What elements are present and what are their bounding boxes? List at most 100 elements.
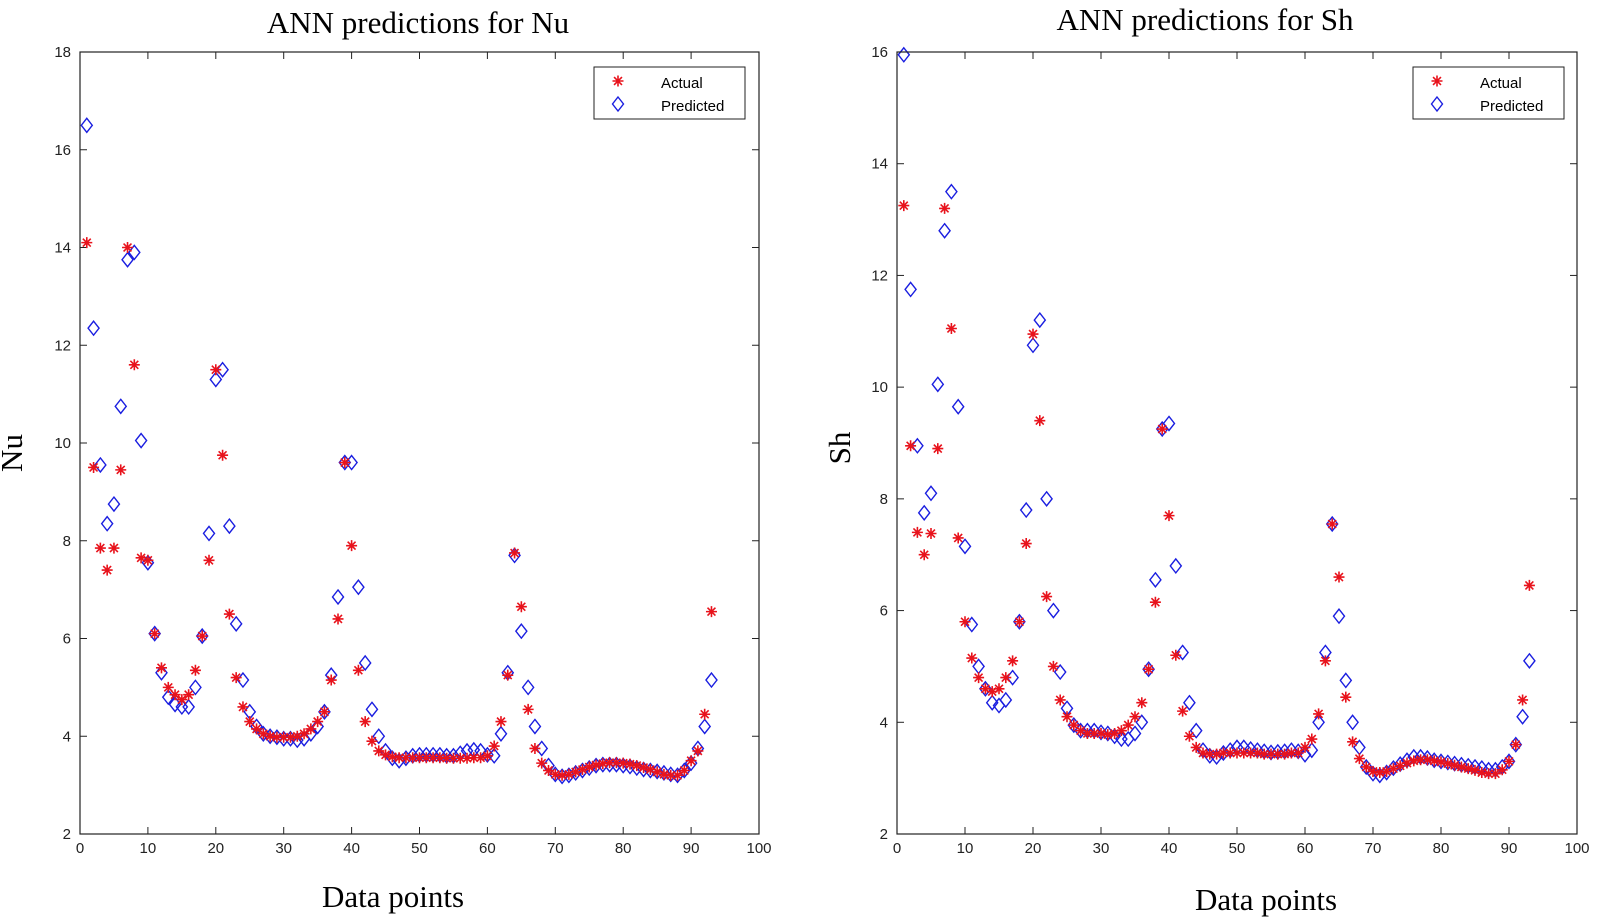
predicted-point bbox=[202, 525, 216, 542]
predicted-point bbox=[1162, 415, 1176, 432]
actual-point bbox=[1156, 423, 1168, 435]
predicted-point bbox=[1149, 571, 1162, 588]
actual-point bbox=[1258, 748, 1270, 760]
actual-point bbox=[979, 683, 991, 695]
predicted-point bbox=[945, 183, 958, 200]
actual-point bbox=[475, 752, 487, 764]
nu-chart: ANN predictions for Nu Data points Nu 0 1… bbox=[0, 5, 772, 914]
actual-point bbox=[427, 752, 439, 764]
actual-point bbox=[556, 769, 568, 781]
actual-point bbox=[1449, 759, 1461, 771]
actual-point bbox=[651, 766, 663, 778]
actual-point bbox=[1027, 328, 1039, 340]
actual-point bbox=[576, 763, 588, 775]
sh-chart-axes-box bbox=[896, 51, 1578, 835]
actual-point bbox=[1238, 747, 1250, 759]
predicted-point bbox=[372, 728, 386, 745]
actual-point bbox=[1245, 747, 1257, 759]
actual-point bbox=[1415, 754, 1427, 766]
actual-point bbox=[169, 689, 181, 701]
legend-predicted-diamond-marker bbox=[1430, 95, 1444, 113]
predicted-point bbox=[931, 376, 945, 393]
actual-point bbox=[966, 652, 978, 664]
actual-point bbox=[1462, 763, 1474, 775]
actual-point bbox=[502, 669, 514, 681]
y-tick-label: 6 bbox=[63, 631, 71, 648]
x-tick-label: 60 bbox=[479, 840, 496, 857]
actual-point bbox=[373, 745, 385, 757]
predicted-point bbox=[705, 671, 718, 689]
actual-point bbox=[898, 200, 910, 212]
actual-point bbox=[1129, 711, 1141, 723]
actual-point bbox=[94, 542, 106, 554]
predicted-point bbox=[318, 703, 331, 720]
actual-point bbox=[271, 731, 283, 743]
nu-legend-actual-label: Actual bbox=[661, 75, 703, 92]
actual-point bbox=[1347, 736, 1359, 748]
x-tick-label: 90 bbox=[1501, 840, 1518, 857]
actual-point bbox=[678, 764, 690, 776]
predicted-point bbox=[938, 222, 951, 239]
actual-point bbox=[563, 768, 575, 780]
actual-point bbox=[644, 763, 656, 775]
legend-actual-star-marker bbox=[612, 75, 624, 87]
predicted-point bbox=[979, 680, 992, 697]
predicted-point bbox=[897, 46, 911, 63]
actual-point bbox=[217, 449, 229, 461]
predicted-point bbox=[385, 750, 399, 767]
predicted-point bbox=[87, 320, 100, 337]
predicted-point bbox=[521, 679, 535, 696]
y-tick-label: 10 bbox=[871, 379, 888, 396]
x-tick-label: 90 bbox=[683, 840, 700, 857]
actual-point bbox=[699, 708, 711, 720]
y-tick-label: 12 bbox=[54, 337, 71, 354]
actual-point bbox=[597, 758, 609, 770]
actual-point bbox=[1231, 747, 1243, 759]
y-tick-label: 10 bbox=[54, 435, 71, 452]
predicted-point bbox=[1359, 758, 1373, 776]
actual-point bbox=[386, 751, 398, 763]
x-tick-label: 30 bbox=[1093, 840, 1110, 857]
actual-point bbox=[1102, 729, 1114, 741]
actual-point bbox=[237, 701, 249, 713]
nu-chart-axes-box bbox=[79, 51, 760, 835]
actual-point bbox=[414, 752, 425, 764]
actual-point bbox=[705, 606, 717, 618]
actual-point bbox=[1299, 741, 1311, 753]
x-tick-label: 60 bbox=[1297, 840, 1314, 857]
actual-point bbox=[590, 759, 602, 771]
y-tick-label: 6 bbox=[880, 603, 888, 620]
actual-point bbox=[1061, 711, 1073, 723]
actual-point bbox=[1217, 747, 1229, 759]
actual-point bbox=[925, 527, 937, 539]
predicted-point bbox=[93, 456, 107, 474]
y-tick-label: 4 bbox=[63, 728, 71, 745]
actual-point bbox=[128, 359, 140, 371]
predicted-point bbox=[1013, 613, 1026, 630]
actual-point bbox=[1211, 748, 1223, 760]
actual-point bbox=[400, 752, 412, 764]
actual-point bbox=[434, 752, 446, 764]
predicted-point bbox=[924, 485, 938, 502]
predicted-point bbox=[1183, 694, 1196, 711]
actual-point bbox=[1442, 758, 1454, 770]
actual-point bbox=[108, 542, 120, 554]
actual-point bbox=[1428, 755, 1440, 767]
actual-point bbox=[1326, 518, 1338, 530]
actual-point bbox=[1177, 705, 1189, 717]
actual-point bbox=[359, 716, 371, 728]
x-tick-label: 50 bbox=[1229, 840, 1246, 857]
actual-point bbox=[1000, 672, 1012, 684]
actual-point bbox=[115, 464, 127, 476]
actual-point bbox=[1265, 748, 1277, 760]
actual-point bbox=[1387, 763, 1399, 775]
predicted-point bbox=[677, 762, 691, 779]
predicted-point bbox=[1040, 490, 1053, 507]
actual-point bbox=[1496, 764, 1508, 776]
actual-point bbox=[196, 630, 208, 642]
x-tick-label: 40 bbox=[1161, 840, 1178, 857]
actual-point bbox=[1319, 655, 1331, 667]
actual-point bbox=[257, 728, 269, 740]
legend-diamond-icon bbox=[1430, 95, 1444, 113]
actual-point bbox=[1204, 748, 1216, 760]
